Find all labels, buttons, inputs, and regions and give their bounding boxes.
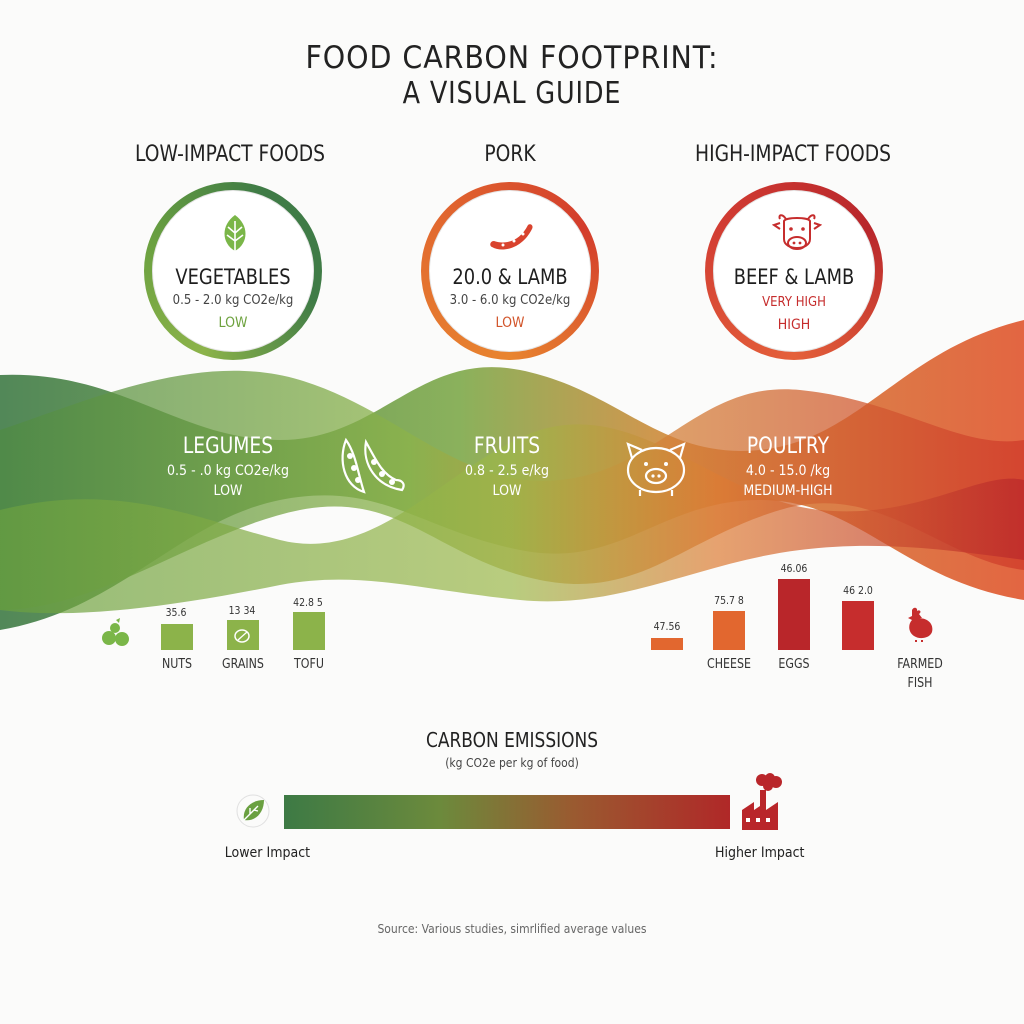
bar-label: TOFU	[294, 657, 324, 672]
bar-4	[842, 601, 874, 650]
eggs-bar	[778, 579, 810, 650]
pork-card: 20.0 & LAMB 3.0 - 6.0 kg CO2e/kg LOW	[421, 182, 599, 360]
cow-icon	[772, 214, 822, 250]
bar-value: 35.6	[165, 606, 187, 619]
circle-range: 0.5 - 2.0 kg CO2e/kg	[172, 293, 294, 308]
factory-icon	[742, 773, 782, 830]
beef-lamb-card: BEEF & LAMB VERY HIGH HIGH	[705, 182, 883, 360]
circle-level: HIGH	[777, 317, 811, 333]
high-impact-heading: HIGH-IMPACT FOODS	[695, 142, 891, 167]
bar-value: 75.7 8	[714, 594, 744, 607]
band-name: LEGUMES	[182, 434, 274, 459]
circle-range: VERY HIGH	[762, 295, 826, 310]
band-name: FRUITS	[473, 434, 541, 459]
grain-icon	[234, 629, 250, 643]
nuts-bar	[161, 624, 193, 650]
bar-label: EGGS	[778, 657, 810, 672]
grains-bar	[227, 620, 259, 650]
sausage-icon	[490, 224, 533, 250]
wave-band	[0, 320, 1024, 630]
circle-range: 3.0 - 6.0 kg CO2e/kg	[449, 293, 571, 308]
pig-icon	[626, 442, 686, 496]
higher-impact-label: Higher Impact	[714, 845, 805, 861]
farmed-fish-label-1: FARMED	[897, 657, 943, 672]
legumes-band: LEGUMES 0.5 - .0 kg CO2e/kg LOW	[128, 434, 328, 499]
band-name: POULTRY	[746, 434, 830, 459]
circle-name: VEGETABLES	[175, 265, 291, 289]
band-range: 0.5 - .0 kg CO2e/kg	[167, 463, 289, 479]
circle-level: LOW	[218, 315, 248, 331]
peapod-icon	[341, 437, 405, 494]
band-range: 0.8 - 2.5 e/kg	[465, 463, 549, 479]
bar-value: 46 2.0	[843, 584, 873, 597]
fruit-icon	[102, 618, 129, 646]
poultry-band: POULTRY 4.0 - 15.0 /kg MEDIUM-HIGH	[688, 434, 888, 499]
band-level: LOW	[213, 483, 243, 499]
cheese-bar	[713, 611, 745, 650]
fruits-band: FRUITS 0.8 - 2.5 e/kg LOW	[407, 434, 607, 499]
chicken-icon	[908, 607, 933, 642]
pork-heading: PORK	[484, 142, 536, 167]
vegetables-card: VEGETABLES 0.5 - 2.0 kg CO2e/kg LOW	[144, 182, 322, 360]
circle-name: BEEF & LAMB	[733, 265, 855, 289]
bar-value: 46.06	[780, 562, 808, 575]
tofu-bar	[293, 612, 325, 650]
circle-level: LOW	[495, 315, 525, 331]
legend-subtitle: (kg CO2e per kg of food)	[445, 756, 579, 770]
circle-name: 20.0 & LAMB	[452, 265, 568, 289]
bar-value: 13 34	[228, 604, 256, 617]
page-title: FOOD CARBON FOOTPRINT:	[305, 40, 719, 76]
band-level: MEDIUM-HIGH	[743, 483, 833, 499]
legend-title: CARBON EMISSIONS	[425, 728, 599, 752]
emissions-gradient-bar	[284, 795, 730, 829]
source-note: Source: Various studies, simrlified aver…	[377, 922, 647, 936]
bar-value: 42.8 5	[293, 596, 323, 609]
band-level: LOW	[492, 483, 522, 499]
low-impact-heading: LOW-IMPACT FOODS	[134, 142, 326, 167]
band-range: 4.0 - 15.0 /kg	[745, 463, 831, 479]
farmed-fish-label-2: FISH	[907, 676, 933, 691]
leaf-icon	[236, 794, 270, 828]
bar-value: 47.56	[653, 620, 681, 633]
lower-impact-label: Lower Impact	[224, 845, 311, 861]
page-subtitle: A VISUAL GUIDE	[402, 76, 622, 111]
bar-label: NUTS	[161, 657, 193, 672]
bar-label: GRAINS	[222, 657, 264, 672]
bar-label: CHEESE	[707, 657, 751, 672]
leaf-icon	[224, 215, 246, 255]
bar-1	[651, 638, 683, 650]
